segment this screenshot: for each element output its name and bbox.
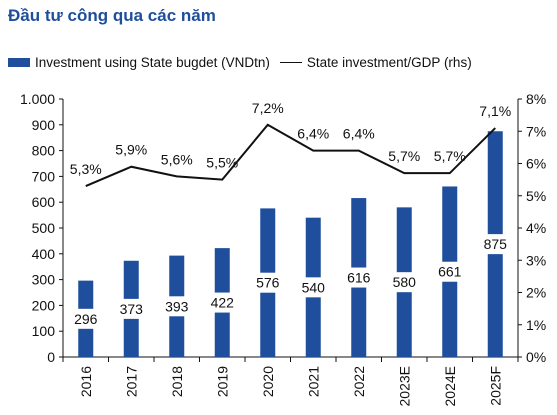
x-tick-label: 2019 [214, 366, 230, 397]
bar-label-bg [476, 234, 515, 255]
ratio-value-label: 6,4% [343, 126, 375, 142]
x-tick-label: 2016 [78, 366, 94, 397]
y-right-tick-label: 2% [526, 285, 546, 301]
y-left-tick-label: 1.000 [20, 91, 55, 107]
bar-label-bg [248, 272, 287, 293]
ratio-value-label: 7,2% [252, 100, 284, 116]
ratio-value-label: 5,9% [115, 142, 147, 158]
y-right-tick-label: 0% [526, 349, 546, 365]
y-right-tick-label: 4% [526, 220, 546, 236]
y-right-tick-label: 5% [526, 188, 546, 204]
x-tick-label: 2021 [305, 366, 321, 397]
y-right-tick-label: 6% [526, 156, 546, 172]
ratio-line [85, 123, 496, 187]
bar-label-bg [157, 296, 196, 317]
y-right-tick-label: 3% [526, 252, 546, 268]
bar-value-label: 540 [302, 279, 326, 295]
bar-label-bg [66, 308, 105, 329]
legend-label-line: State investment/GDP (rhs) [306, 55, 472, 70]
legend-item-line: State investment/GDP (rhs) [279, 55, 472, 70]
y-right-tick-label: 7% [526, 123, 546, 139]
y-left-tick-label: 0 [47, 349, 55, 365]
x-tick-label: 2020 [260, 366, 276, 397]
y-left-tick-label: 600 [32, 194, 56, 210]
x-tick-label: 2017 [123, 366, 139, 397]
bar-value-label: 875 [484, 236, 508, 252]
bar-label-bg [112, 298, 151, 319]
bar-value-label: 616 [347, 270, 371, 286]
chart-title: Đầu tư công qua các năm [8, 6, 216, 25]
legend-item-bar: Investment using State bugdet (VNDtn) [8, 55, 270, 70]
bar-label-bg [339, 267, 378, 288]
bar-label-bg [294, 277, 333, 298]
x-tick-label: 2022 [351, 366, 367, 397]
x-tick-label: 2023E [396, 366, 412, 406]
legend-label-bar: Investment using State bugdet (VNDtn) [35, 55, 270, 70]
bar-label-bg [385, 272, 424, 293]
y-left-tick-label: 800 [32, 143, 56, 159]
y-left-tick-label: 200 [32, 297, 56, 313]
ratio-value-label: 6,4% [297, 126, 329, 142]
bar-value-label: 296 [74, 311, 98, 327]
legend: Investment using State bugdet (VNDtn) St… [8, 55, 482, 70]
bar-value-label: 661 [438, 264, 462, 280]
bar-label-bg [203, 292, 242, 313]
bar-value-label: 422 [211, 295, 235, 311]
ratio-value-label: 5,3% [70, 161, 102, 177]
y-right-tick-label: 1% [526, 317, 546, 333]
x-tick-label: 2024E [442, 366, 458, 406]
ratio-value-label: 5,7% [388, 148, 420, 164]
x-tick-label: 2018 [169, 366, 185, 397]
y-left-tick-label: 700 [32, 168, 56, 184]
ratio-value-label: 5,5% [206, 155, 238, 171]
y-right-tick-label: 8% [526, 91, 546, 107]
y-left-tick-label: 100 [32, 323, 56, 339]
y-left-tick-label: 300 [32, 272, 56, 288]
y-left-tick-label: 500 [32, 220, 56, 236]
bar-value-label: 580 [393, 274, 417, 290]
x-tick-label: 2025F [487, 366, 503, 406]
y-left-tick-label: 400 [32, 246, 56, 262]
ratio-value-label: 7,1% [479, 103, 511, 119]
ratio-value-label: 5,7% [434, 148, 466, 164]
bar-value-label: 393 [165, 298, 189, 314]
ratio-value-label: 5,6% [161, 151, 193, 167]
legend-swatch-bar [8, 58, 30, 67]
bar-value-label: 576 [256, 275, 280, 291]
bar-value-label: 373 [120, 301, 144, 317]
bar-label-bg [430, 261, 469, 282]
y-left-tick-label: 900 [32, 117, 56, 133]
legend-swatch-line [279, 62, 302, 63]
